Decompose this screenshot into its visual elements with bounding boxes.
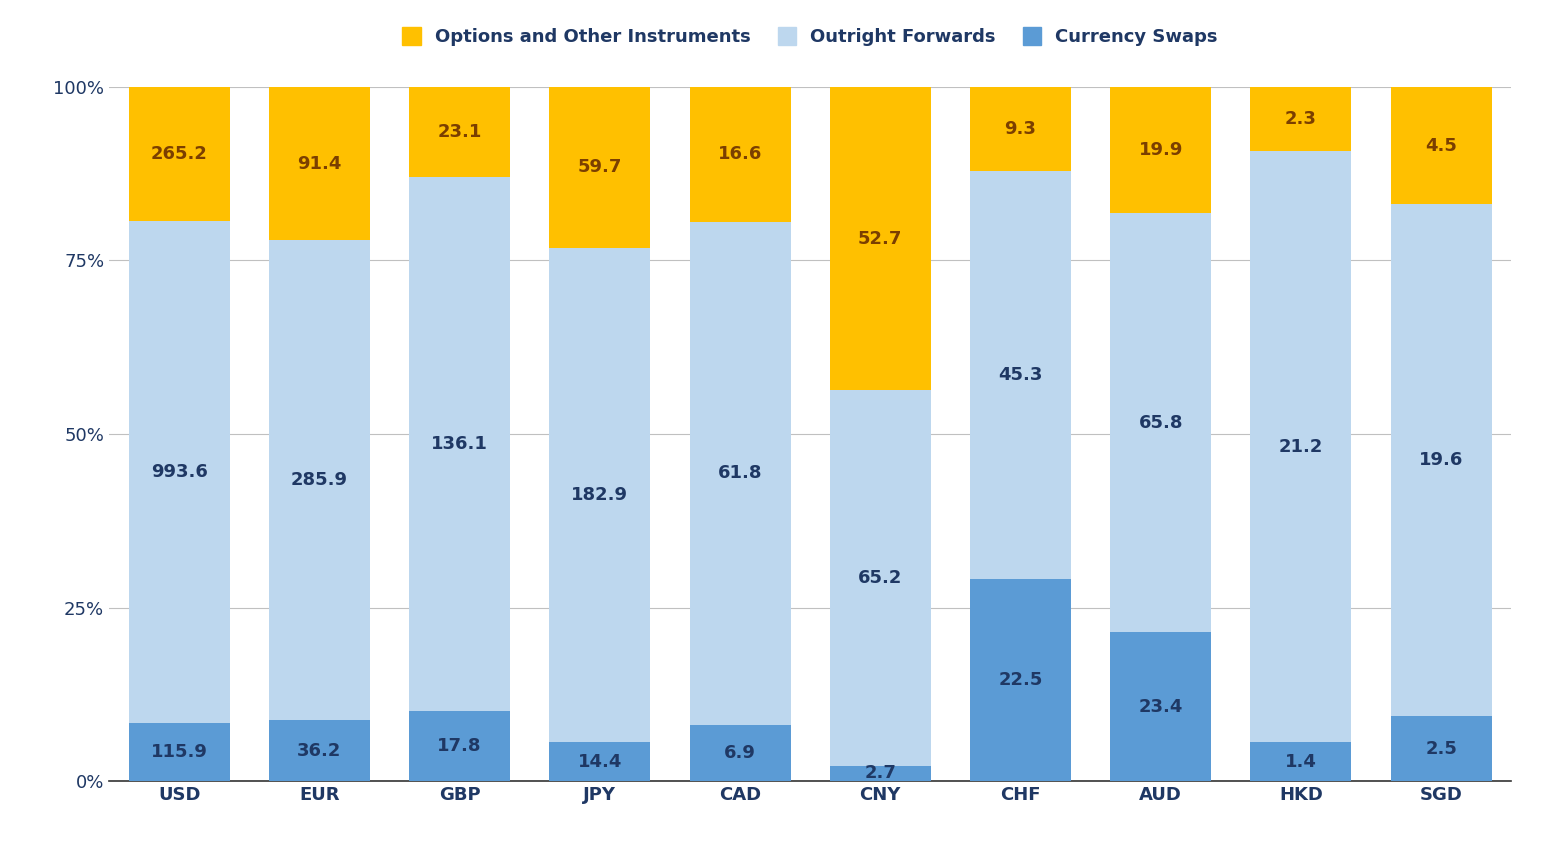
Text: 65.8: 65.8 <box>1139 414 1183 432</box>
Bar <box>550 742 650 781</box>
Legend: Options and Other Instruments, Outright Forwards, Currency Swaps: Options and Other Instruments, Outright … <box>396 19 1225 53</box>
Text: 6.9: 6.9 <box>724 744 756 762</box>
Bar <box>270 87 369 240</box>
Bar <box>690 725 790 781</box>
Text: 2.7: 2.7 <box>865 765 896 782</box>
Bar <box>550 248 650 742</box>
Bar <box>830 87 930 391</box>
Bar <box>270 240 369 720</box>
Bar <box>830 391 930 766</box>
Bar <box>550 87 650 248</box>
Bar <box>1111 87 1211 214</box>
Text: 19.6: 19.6 <box>1419 451 1463 469</box>
Text: 52.7: 52.7 <box>858 229 902 247</box>
Bar <box>410 712 509 781</box>
Bar <box>971 579 1070 781</box>
Bar <box>410 177 509 712</box>
Text: 23.4: 23.4 <box>1139 698 1183 716</box>
Bar <box>1391 204 1491 716</box>
Text: 21.2: 21.2 <box>1279 437 1323 456</box>
Text: 115.9: 115.9 <box>151 743 207 761</box>
Text: 14.4: 14.4 <box>578 753 622 771</box>
Text: 22.5: 22.5 <box>999 671 1042 689</box>
Bar <box>690 87 790 222</box>
Text: 4.5: 4.5 <box>1426 136 1457 155</box>
Text: 2.5: 2.5 <box>1426 740 1457 758</box>
Bar <box>971 87 1070 170</box>
Bar <box>1251 151 1351 742</box>
Bar <box>830 766 930 781</box>
Bar <box>1251 742 1351 781</box>
Text: 1.4: 1.4 <box>1285 753 1317 771</box>
Bar <box>1111 214 1211 632</box>
Bar <box>1111 632 1211 781</box>
Bar <box>410 87 509 177</box>
Bar <box>690 222 790 725</box>
Bar <box>129 220 229 723</box>
Bar <box>1251 87 1351 151</box>
Text: 91.4: 91.4 <box>298 155 341 173</box>
Text: 19.9: 19.9 <box>1139 141 1183 159</box>
Text: 993.6: 993.6 <box>151 463 207 481</box>
Bar <box>270 720 369 781</box>
Text: 16.6: 16.6 <box>718 145 762 163</box>
Bar <box>971 170 1070 579</box>
Text: 182.9: 182.9 <box>572 486 628 504</box>
Text: 65.2: 65.2 <box>858 569 902 587</box>
Text: 285.9: 285.9 <box>291 471 347 490</box>
Text: 23.1: 23.1 <box>438 123 481 141</box>
Text: 61.8: 61.8 <box>718 464 762 483</box>
Text: 59.7: 59.7 <box>578 159 622 176</box>
Bar <box>1391 716 1491 781</box>
Text: 17.8: 17.8 <box>438 737 481 755</box>
Text: 9.3: 9.3 <box>1005 120 1036 138</box>
Text: 36.2: 36.2 <box>298 742 341 760</box>
Text: 136.1: 136.1 <box>432 436 488 453</box>
Text: 265.2: 265.2 <box>151 145 207 163</box>
Bar <box>129 723 229 781</box>
Bar <box>129 87 229 220</box>
Text: 2.3: 2.3 <box>1285 110 1317 128</box>
Text: 45.3: 45.3 <box>999 365 1042 384</box>
Bar <box>1391 87 1491 204</box>
